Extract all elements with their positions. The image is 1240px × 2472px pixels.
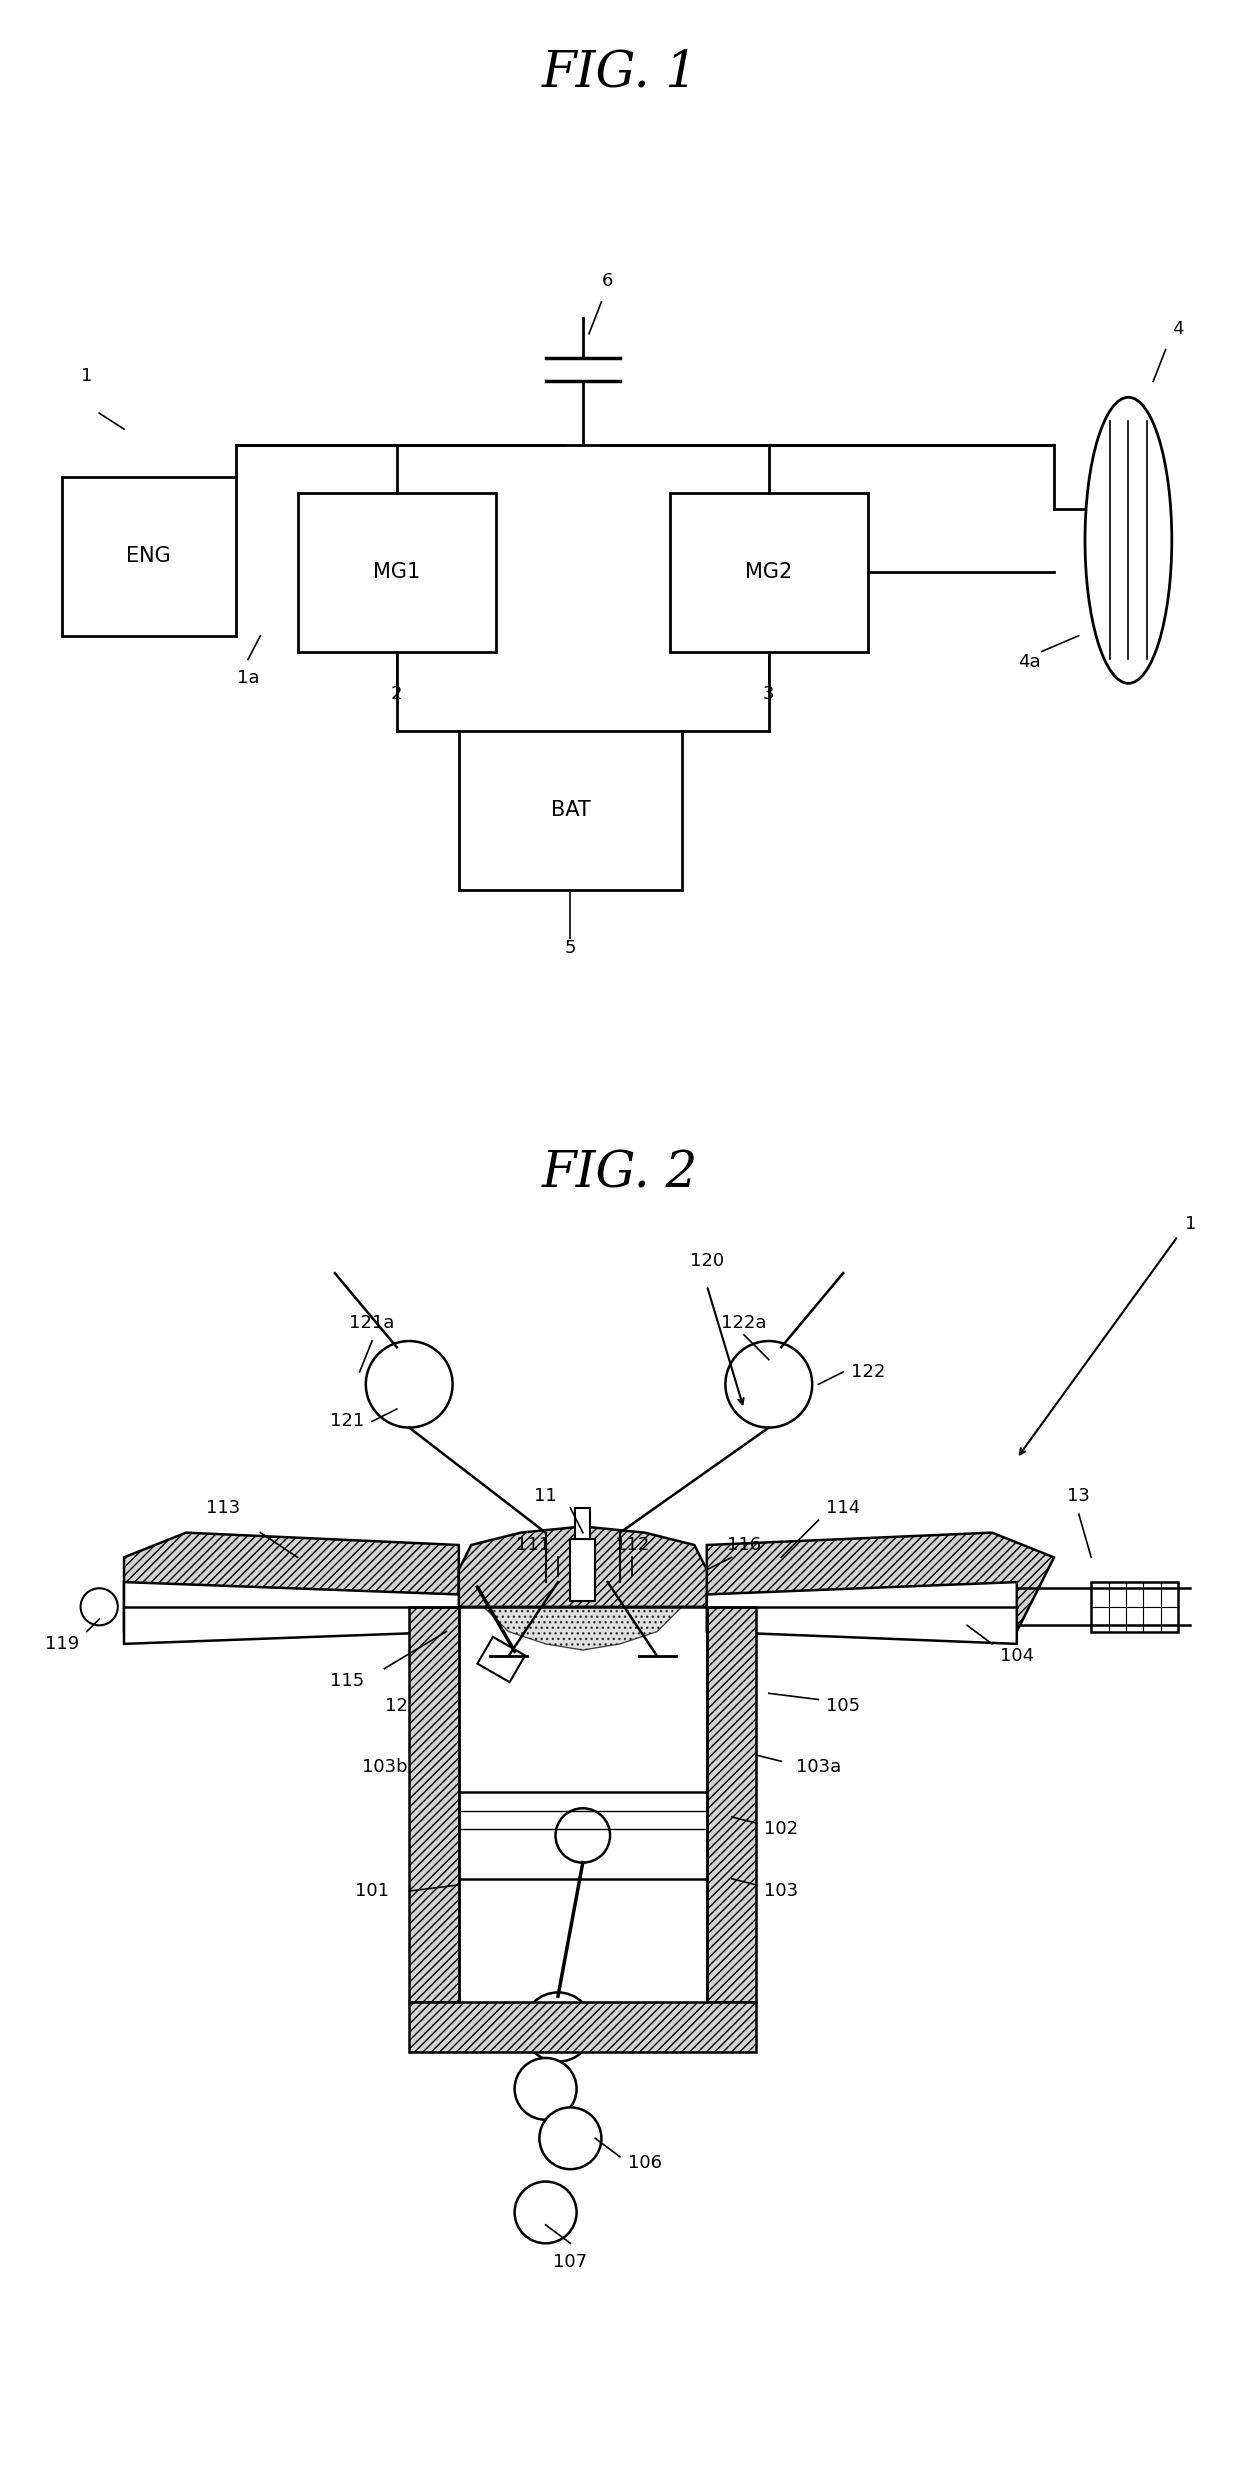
Text: 119: 119 [45,1634,79,1654]
Polygon shape [707,1533,1054,1632]
Text: 3: 3 [763,685,775,702]
Text: ENG: ENG [126,546,171,566]
Bar [459,732,682,890]
Text: 105: 105 [826,1696,861,1716]
Polygon shape [409,2002,756,2052]
Text: 107: 107 [553,2252,588,2272]
Text: 11: 11 [534,1486,557,1505]
Circle shape [725,1340,812,1426]
Text: 5: 5 [564,939,577,957]
Circle shape [515,2057,577,2119]
Bar [575,1508,590,1538]
Text: 106: 106 [627,2153,662,2173]
Text: 1a: 1a [237,670,259,687]
Circle shape [515,2180,577,2245]
Bar [62,477,236,635]
Text: 104: 104 [999,1646,1034,1666]
Text: 1: 1 [1184,1214,1197,1234]
Polygon shape [459,1525,707,1607]
Bar [1091,1582,1178,1632]
Text: 121: 121 [330,1412,365,1431]
Text: 113: 113 [206,1498,241,1518]
Bar [670,492,868,653]
Text: 120: 120 [689,1251,724,1271]
Polygon shape [124,1533,459,1632]
Text: BAT: BAT [551,801,590,821]
Polygon shape [484,1607,682,1651]
Text: 122a: 122a [722,1313,766,1332]
Text: 103: 103 [764,1881,799,1901]
Text: 12: 12 [386,1696,408,1716]
Circle shape [523,1992,593,2062]
Polygon shape [707,1582,1017,1644]
Bar [409,1607,459,2002]
Text: 102: 102 [764,1819,799,1839]
Bar [459,1792,707,1879]
Bar [707,1607,756,2002]
Text: 121a: 121a [350,1313,394,1332]
Text: FIG. 2: FIG. 2 [542,1149,698,1199]
Text: 103b: 103b [362,1758,407,1777]
Text: 115: 115 [330,1671,365,1691]
Bar [298,492,496,653]
Text: 4: 4 [1172,319,1184,339]
Text: FIG. 1: FIG. 1 [542,47,698,96]
Text: 4a: 4a [1018,653,1040,672]
Text: 101: 101 [355,1881,389,1901]
Text: 112: 112 [615,1535,650,1555]
Text: 116: 116 [727,1535,761,1555]
Text: 13: 13 [1068,1486,1090,1505]
Text: 6: 6 [601,272,614,289]
Text: 111: 111 [516,1535,551,1555]
Circle shape [81,1587,118,1627]
Circle shape [366,1340,453,1426]
Text: 2: 2 [391,685,403,702]
Ellipse shape [1085,398,1172,682]
Text: MG2: MG2 [745,561,792,581]
Bar [477,1636,525,1681]
Text: MG1: MG1 [373,561,420,581]
Text: 114: 114 [826,1498,861,1518]
Circle shape [556,1807,610,1864]
Text: 1: 1 [81,368,93,386]
Circle shape [539,2106,601,2170]
Polygon shape [124,1582,459,1644]
Bar [570,1538,595,1602]
Text: 103a: 103a [796,1758,841,1777]
Text: 122: 122 [851,1362,885,1382]
